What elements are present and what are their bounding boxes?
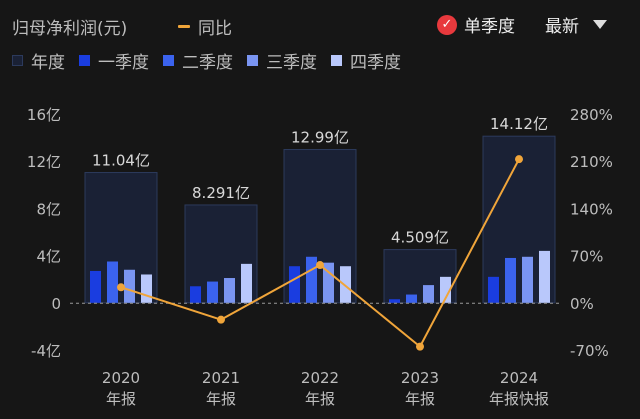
left-axis-tick-label: 12亿 [27,153,61,171]
quarter-bar-q2 [306,256,317,303]
right-axis-tick-label: 210% [570,153,613,171]
annual-data-label: 4.509亿 [391,229,449,247]
quarter-bar-q2 [406,294,417,303]
quarter-bar-q4 [141,274,152,303]
quarter-bar-q3 [224,278,235,303]
x-axis-year-label: 2020 [102,369,140,387]
yoy-line-swatch-icon [178,25,190,28]
right-axis-tick-label: 70% [570,248,603,266]
q4-swatch-icon [331,55,342,66]
right-axis-tick-label: -70% [570,342,609,360]
single-quarter-label: 单季度 [464,17,515,37]
yoy-legend-label: 同比 [198,19,232,39]
legend-item-q4[interactable]: 四季度 [331,48,401,73]
yoy-point [117,283,125,292]
latest-dropdown[interactable]: 最新 [545,12,607,37]
quarter-bar-q2 [505,257,516,303]
left-axis-tick-label: 0 [51,295,61,313]
yoy-point [416,342,424,351]
latest-label: 最新 [545,17,579,37]
x-axis-report-label: 年报 [106,390,136,408]
legend-annual-label: 年度 [31,53,65,73]
chart-title: 归母净利润(元) [12,19,128,39]
legend-item-q1[interactable]: 一季度 [79,48,149,73]
quarter-bar-q4 [340,266,351,303]
quarter-bar-q3 [423,285,434,303]
quarter-bar-q1 [389,299,400,303]
legend-q3-label: 三季度 [266,53,317,73]
quarter-bar-q3 [124,269,135,303]
single-quarter-toggle[interactable]: ✓ 单季度 [437,12,515,37]
annual-data-label: 12.99亿 [291,129,349,147]
quarter-bar-q4 [241,263,252,303]
quarter-bar-q1 [488,276,499,303]
x-axis-report-label: 年报 [405,390,435,408]
annual-data-label: 11.04亿 [92,152,150,170]
legend-q2-label: 二季度 [182,53,233,73]
check-icon: ✓ [437,14,457,35]
x-axis-year-label: 2023 [401,369,439,387]
q1-swatch-icon [79,55,90,66]
right-axis-tick-label: 280% [570,106,613,124]
chart-header: 归母净利润(元) 同比 ✓ 单季度 最新 [0,0,640,44]
annual-data-label: 8.291亿 [192,184,250,202]
quarter-bar-q1 [289,266,300,303]
right-axis-tick-label: 0% [570,295,594,313]
quarter-bar-q3 [522,256,533,303]
annual-data-label: 14.12亿 [490,115,548,133]
caret-down-icon [593,20,607,29]
x-axis-year-label: 2021 [202,369,240,387]
quarter-bar-q3 [323,262,334,303]
legend-q1-label: 一季度 [98,53,149,73]
left-axis-tick-label: 16亿 [27,106,61,124]
q3-swatch-icon [247,55,258,66]
legend-item-q3[interactable]: 三季度 [247,48,317,73]
legend-q4-label: 四季度 [350,53,401,73]
left-axis-tick-label: 8亿 [36,200,61,218]
x-axis-report-label: 年报 [305,390,335,408]
legend-item-annual[interactable]: 年度 [12,48,65,73]
q2-swatch-icon [163,55,174,66]
x-axis-report-label: 年报快报 [489,390,549,408]
x-axis-year-label: 2022 [301,369,339,387]
quarter-bar-q2 [107,261,118,303]
legend-item-q2[interactable]: 二季度 [163,48,233,73]
quarter-bar-q2 [207,281,218,303]
quarter-bar-q4 [539,250,550,303]
yoy-point [515,155,523,164]
quarter-bar-q1 [190,286,201,303]
left-axis-tick-label: 4亿 [36,248,61,266]
annual-swatch-icon [12,55,23,66]
right-axis-tick-label: 140% [570,200,613,218]
yoy-legend: 同比 [178,14,232,39]
quarter-bar-q1 [90,270,101,303]
yoy-point [217,315,225,324]
x-axis-report-label: 年报 [206,390,236,408]
yoy-point [316,261,324,270]
quarter-bar-q4 [440,276,451,303]
series-legend: 年度 一季度 二季度 三季度 四季度 [12,48,415,73]
left-axis-tick-label: -4亿 [31,342,61,360]
x-axis-year-label: 2024 [500,369,538,387]
